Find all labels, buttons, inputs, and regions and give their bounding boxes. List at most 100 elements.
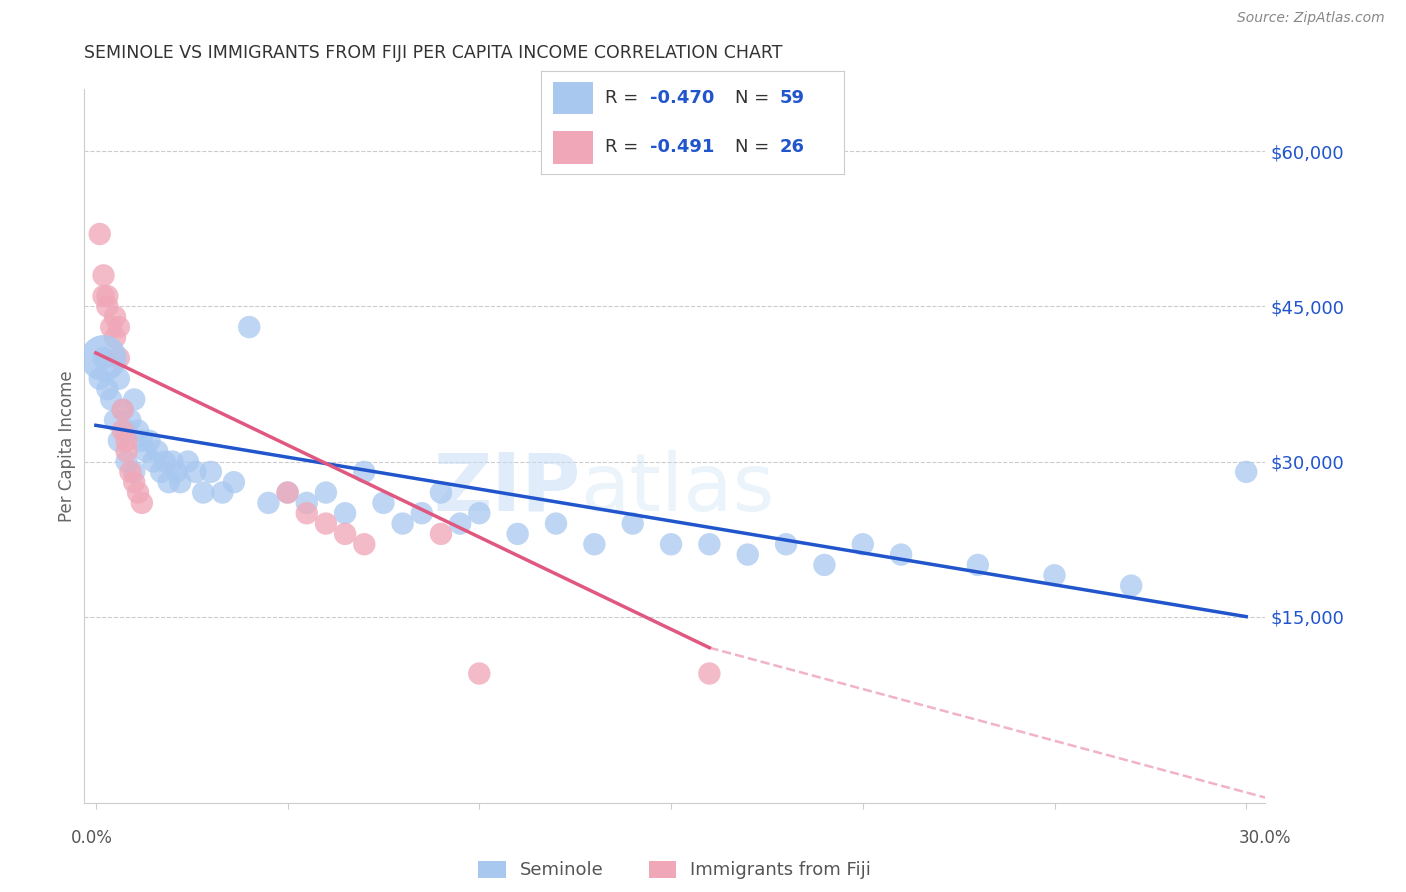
Text: -0.470: -0.470 — [650, 88, 714, 106]
Text: R =: R = — [605, 88, 644, 106]
Point — [131, 434, 153, 448]
Text: N =: N = — [735, 88, 775, 106]
Point — [89, 372, 111, 386]
Point — [813, 558, 835, 572]
Point — [162, 454, 184, 468]
Point — [108, 372, 131, 386]
Text: Source: ZipAtlas.com: Source: ZipAtlas.com — [1237, 12, 1385, 25]
Point — [222, 475, 245, 490]
Point — [468, 506, 491, 520]
Point — [108, 351, 131, 365]
Point — [621, 516, 644, 531]
Y-axis label: Per Capita Income: Per Capita Income — [58, 370, 76, 522]
Point — [775, 537, 797, 551]
Point — [295, 496, 318, 510]
Point — [111, 424, 134, 438]
Point — [333, 527, 356, 541]
Point — [295, 506, 318, 520]
Point — [353, 465, 375, 479]
Point — [157, 475, 180, 490]
Point — [1043, 568, 1066, 582]
Point — [659, 537, 682, 551]
Point — [966, 558, 988, 572]
Point — [115, 434, 138, 448]
Text: N =: N = — [735, 137, 775, 156]
Point — [115, 424, 138, 438]
Point — [177, 454, 200, 468]
Text: SEMINOLE VS IMMIGRANTS FROM FIJI PER CAPITA INCOME CORRELATION CHART: SEMINOLE VS IMMIGRANTS FROM FIJI PER CAP… — [84, 44, 783, 62]
Point — [115, 444, 138, 458]
Text: R =: R = — [605, 137, 644, 156]
Point — [100, 320, 122, 334]
FancyBboxPatch shape — [554, 82, 593, 114]
Point — [211, 485, 233, 500]
Point — [150, 465, 173, 479]
Point — [737, 548, 759, 562]
Point — [104, 310, 127, 324]
Point — [699, 537, 721, 551]
Point — [93, 351, 115, 365]
Point — [96, 289, 118, 303]
Point — [506, 527, 529, 541]
Text: 59: 59 — [780, 88, 806, 106]
Point — [131, 496, 153, 510]
Point — [127, 485, 149, 500]
Point — [93, 289, 115, 303]
Point — [411, 506, 433, 520]
Text: 30.0%: 30.0% — [1239, 829, 1292, 847]
Point — [89, 227, 111, 241]
Point — [93, 351, 115, 365]
Point — [93, 268, 115, 283]
Point — [122, 465, 145, 479]
Point — [146, 444, 169, 458]
Text: -0.491: -0.491 — [650, 137, 714, 156]
Point — [238, 320, 260, 334]
Point — [122, 475, 145, 490]
Point — [430, 485, 453, 500]
Point — [122, 392, 145, 407]
Point — [193, 485, 215, 500]
Point — [120, 413, 142, 427]
Point — [315, 485, 337, 500]
Text: ZIP: ZIP — [433, 450, 581, 528]
Point — [468, 666, 491, 681]
Point — [852, 537, 875, 551]
Point — [96, 299, 118, 313]
Point — [277, 485, 299, 500]
Text: atlas: atlas — [581, 450, 775, 528]
Point — [373, 496, 395, 510]
Point — [391, 516, 413, 531]
Point — [115, 454, 138, 468]
Point — [111, 402, 134, 417]
Point — [135, 444, 157, 458]
Point — [353, 537, 375, 551]
Point — [169, 475, 191, 490]
FancyBboxPatch shape — [554, 131, 593, 163]
Point — [138, 434, 160, 448]
Point — [1121, 579, 1143, 593]
Point — [108, 434, 131, 448]
Point — [111, 402, 134, 417]
Text: 26: 26 — [780, 137, 806, 156]
Point — [1234, 465, 1257, 479]
Point — [257, 496, 280, 510]
Point — [184, 465, 207, 479]
Point — [153, 454, 176, 468]
Point — [315, 516, 337, 531]
Point — [544, 516, 567, 531]
Point — [583, 537, 606, 551]
Point — [127, 424, 149, 438]
Point — [430, 527, 453, 541]
Point — [890, 548, 912, 562]
Point — [100, 392, 122, 407]
Point — [699, 666, 721, 681]
Point — [104, 330, 127, 344]
Point — [120, 465, 142, 479]
Point — [142, 454, 165, 468]
Point — [200, 465, 222, 479]
Point — [96, 382, 118, 396]
Text: 0.0%: 0.0% — [70, 829, 112, 847]
Legend: Seminole, Immigrants from Fiji: Seminole, Immigrants from Fiji — [471, 854, 879, 887]
Point — [104, 413, 127, 427]
Point — [449, 516, 471, 531]
